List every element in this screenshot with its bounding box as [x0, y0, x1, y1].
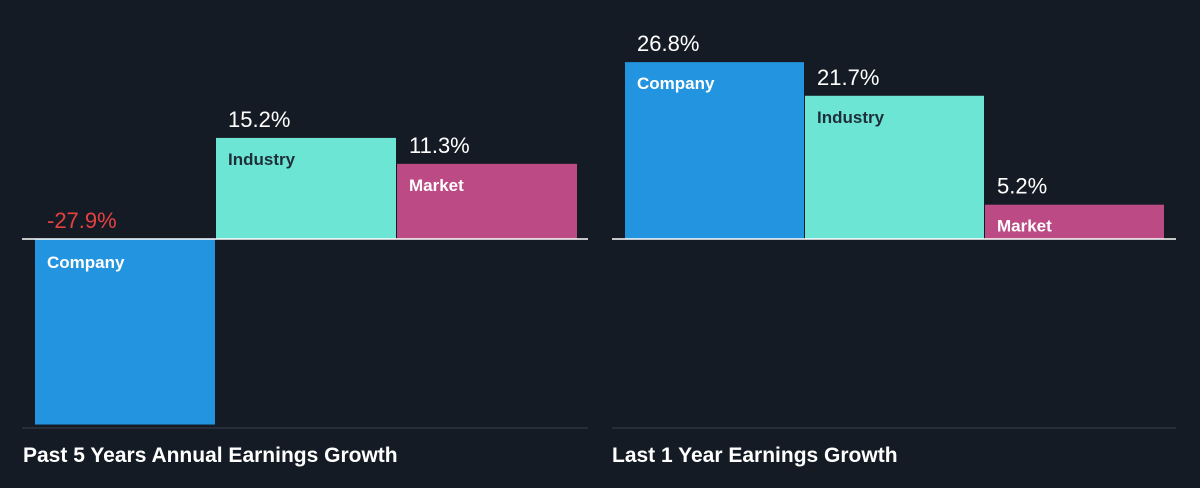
data-label-industry: 21.7% [817, 65, 879, 90]
bar-industry [805, 95, 984, 239]
data-label-company: -27.9% [47, 208, 117, 233]
data-label-market: 11.3% [409, 133, 470, 158]
bar-industry [216, 137, 396, 239]
data-label-market: 5.2% [997, 174, 1047, 199]
data-label-company: 26.8% [637, 31, 699, 56]
bar-name-company: Company [637, 74, 715, 93]
bar-name-market: Market [409, 176, 464, 195]
chart-title-last-1-year: Last 1 Year Earnings Growth [612, 444, 898, 467]
bar-market [397, 163, 577, 239]
chart-title-past-5-years: Past 5 Years Annual Earnings Growth [23, 444, 398, 467]
bar-company [625, 62, 804, 240]
data-label-industry: 15.2% [228, 107, 290, 132]
bar-company [35, 239, 215, 425]
bar-name-industry: Industry [817, 108, 885, 127]
bar-name-industry: Industry [228, 150, 296, 169]
chart-panel-1: -27.9% Company 15.2% Industry 11.3% Market [22, 107, 588, 429]
bar-name-company: Company [47, 253, 125, 272]
bar-name-market: Market [997, 217, 1052, 236]
chart-panel-2: 26.8% Company 21.7% Industry 5.2% Market [612, 31, 1176, 429]
bar-market [985, 204, 1164, 239]
